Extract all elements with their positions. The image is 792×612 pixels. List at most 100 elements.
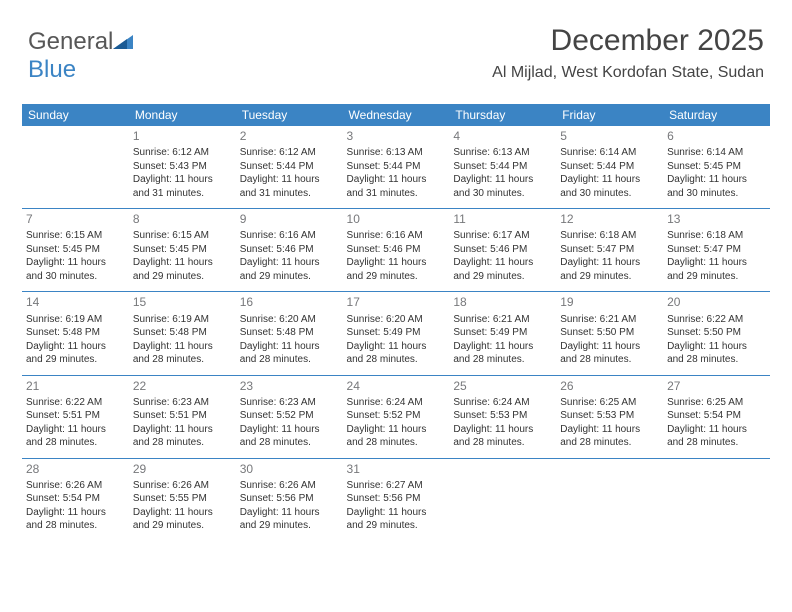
calendar-cell: 21Sunrise: 6:22 AMSunset: 5:51 PMDayligh… xyxy=(22,375,129,458)
calendar-cell: 10Sunrise: 6:16 AMSunset: 5:46 PMDayligh… xyxy=(343,209,450,292)
day-header: Monday xyxy=(129,104,236,126)
calendar-cell: 19Sunrise: 6:21 AMSunset: 5:50 PMDayligh… xyxy=(556,292,663,375)
day-number: 18 xyxy=(453,294,552,310)
calendar-cell: 17Sunrise: 6:20 AMSunset: 5:49 PMDayligh… xyxy=(343,292,450,375)
calendar-cell: 28Sunrise: 6:26 AMSunset: 5:54 PMDayligh… xyxy=(22,458,129,541)
daylight-text: Daylight: 11 hours xyxy=(453,173,552,187)
sunrise-text: Sunrise: 6:14 AM xyxy=(560,146,659,160)
calendar-cell: 4Sunrise: 6:13 AMSunset: 5:44 PMDaylight… xyxy=(449,126,556,209)
daylight-text: and 29 minutes. xyxy=(240,519,339,533)
calendar-cell: 8Sunrise: 6:15 AMSunset: 5:45 PMDaylight… xyxy=(129,209,236,292)
sunset-text: Sunset: 5:44 PM xyxy=(240,160,339,174)
sunrise-text: Sunrise: 6:24 AM xyxy=(347,396,446,410)
day-number: 14 xyxy=(26,294,125,310)
day-number: 22 xyxy=(133,378,232,394)
calendar-cell: 1Sunrise: 6:12 AMSunset: 5:43 PMDaylight… xyxy=(129,126,236,209)
daylight-text: and 31 minutes. xyxy=(240,187,339,201)
calendar-cell: 24 Sunrise: 6:24 AMSunset: 5:52 PMDayligh… xyxy=(343,375,450,458)
daylight-text: and 28 minutes. xyxy=(347,353,446,367)
day-header: Saturday xyxy=(663,104,770,126)
sunrise-text: Sunrise: 6:13 AM xyxy=(453,146,552,160)
calendar-cell: 31 Sunrise: 6:27 AMSunset: 5:56 PMDayligh… xyxy=(343,458,450,541)
daylight-text: Daylight: 11 hours xyxy=(667,173,766,187)
day-number: 28 xyxy=(26,461,125,477)
daylight-text: Daylight: 11 hours xyxy=(347,423,446,437)
daylight-text: and 30 minutes. xyxy=(453,187,552,201)
calendar-row: 21Sunrise: 6:22 AMSunset: 5:51 PMDayligh… xyxy=(22,375,770,458)
sunset-text: Sunset: 5:48 PM xyxy=(26,326,125,340)
daylight-text: Daylight: 11 hours xyxy=(26,423,125,437)
logo-mark-icon xyxy=(113,33,133,51)
sunset-text: Sunset: 5:45 PM xyxy=(133,243,232,257)
calendar-cell: 9Sunrise: 6:16 AMSunset: 5:46 PMDaylight… xyxy=(236,209,343,292)
day-number: 8 xyxy=(133,211,232,227)
sunset-text: Sunset: 5:56 PM xyxy=(240,492,339,506)
calendar-cell: 23Sunrise: 6:23 AMSunset: 5:52 PMDayligh… xyxy=(236,375,343,458)
day-number: 4 xyxy=(453,128,552,144)
day-number: 5 xyxy=(560,128,659,144)
daylight-text: Daylight: 11 hours xyxy=(560,423,659,437)
sunrise-text: Sunrise: 6:15 AM xyxy=(26,229,125,243)
daylight-text: Daylight: 11 hours xyxy=(133,256,232,270)
sunrise-text: Sunrise: 6:20 AM xyxy=(240,313,339,327)
daylight-text: and 29 minutes. xyxy=(347,519,446,533)
sunset-text: Sunset: 5:49 PM xyxy=(347,326,446,340)
sunset-text: Sunset: 5:44 PM xyxy=(347,160,446,174)
daylight-text: Daylight: 11 hours xyxy=(560,256,659,270)
daylight-text: and 31 minutes. xyxy=(133,187,232,201)
calendar-cell: 5Sunrise: 6:14 AMSunset: 5:44 PMDaylight… xyxy=(556,126,663,209)
daylight-text: Daylight: 11 hours xyxy=(133,173,232,187)
sunset-text: Sunset: 5:54 PM xyxy=(667,409,766,423)
day-number: 30 xyxy=(240,461,339,477)
sunset-text: Sunset: 5:45 PM xyxy=(26,243,125,257)
daylight-text: Daylight: 11 hours xyxy=(133,506,232,520)
sunrise-text: Sunrise: 6:22 AM xyxy=(667,313,766,327)
daylight-text: Daylight: 11 hours xyxy=(240,423,339,437)
sunset-text: Sunset: 5:56 PM xyxy=(347,492,446,506)
sunrise-text: Sunrise: 6:18 AM xyxy=(560,229,659,243)
logo-word-2: Blue xyxy=(28,56,76,83)
daylight-text: Daylight: 11 hours xyxy=(347,256,446,270)
sunrise-text: Sunrise: 6:23 AM xyxy=(240,396,339,410)
daylight-text: and 29 minutes. xyxy=(26,353,125,367)
daylight-text: Daylight: 11 hours xyxy=(133,340,232,354)
sunset-text: Sunset: 5:52 PM xyxy=(347,409,446,423)
daylight-text: and 30 minutes. xyxy=(560,187,659,201)
sunrise-text: Sunrise: 6:23 AM xyxy=(133,396,232,410)
calendar-cell: 30Sunrise: 6:26 AMSunset: 5:56 PMDayligh… xyxy=(236,458,343,541)
daylight-text: and 28 minutes. xyxy=(667,436,766,450)
day-number: 31 xyxy=(347,461,446,477)
sunset-text: Sunset: 5:54 PM xyxy=(26,492,125,506)
sunset-text: Sunset: 5:47 PM xyxy=(560,243,659,257)
sunrise-text: Sunrise: 6:25 AM xyxy=(560,396,659,410)
daylight-text: and 28 minutes. xyxy=(560,353,659,367)
sunrise-text: Sunrise: 6:27 AM xyxy=(347,479,446,493)
day-number: 26 xyxy=(560,378,659,394)
sunset-text: Sunset: 5:43 PM xyxy=(133,160,232,174)
calendar-cell: 26Sunrise: 6:25 AMSunset: 5:53 PMDayligh… xyxy=(556,375,663,458)
calendar-cell: 13Sunrise: 6:18 AMSunset: 5:47 PMDayligh… xyxy=(663,209,770,292)
calendar-cell: 12Sunrise: 6:18 AMSunset: 5:47 PMDayligh… xyxy=(556,209,663,292)
sunset-text: Sunset: 5:45 PM xyxy=(667,160,766,174)
day-number: 19 xyxy=(560,294,659,310)
day-number: 2 xyxy=(240,128,339,144)
day-number: 21 xyxy=(26,378,125,394)
daylight-text: and 28 minutes. xyxy=(453,353,552,367)
calendar-cell: 2Sunrise: 6:12 AMSunset: 5:44 PMDaylight… xyxy=(236,126,343,209)
day-header: Friday xyxy=(556,104,663,126)
sunrise-text: Sunrise: 6:13 AM xyxy=(347,146,446,160)
sunset-text: Sunset: 5:52 PM xyxy=(240,409,339,423)
daylight-text: Daylight: 11 hours xyxy=(26,340,125,354)
day-number: 24 xyxy=(347,378,446,394)
calendar-row: 14Sunrise: 6:19 AMSunset: 5:48 PMDayligh… xyxy=(22,292,770,375)
sunset-text: Sunset: 5:55 PM xyxy=(133,492,232,506)
daylight-text: Daylight: 11 hours xyxy=(240,506,339,520)
calendar-cell: 25Sunrise: 6:24 AMSunset: 5:53 PMDayligh… xyxy=(449,375,556,458)
daylight-text: Daylight: 11 hours xyxy=(347,173,446,187)
sunrise-text: Sunrise: 6:24 AM xyxy=(453,396,552,410)
daylight-text: Daylight: 11 hours xyxy=(347,506,446,520)
calendar-cell-empty xyxy=(556,458,663,541)
daylight-text: and 29 minutes. xyxy=(240,270,339,284)
sunrise-text: Sunrise: 6:26 AM xyxy=(133,479,232,493)
day-number: 3 xyxy=(347,128,446,144)
